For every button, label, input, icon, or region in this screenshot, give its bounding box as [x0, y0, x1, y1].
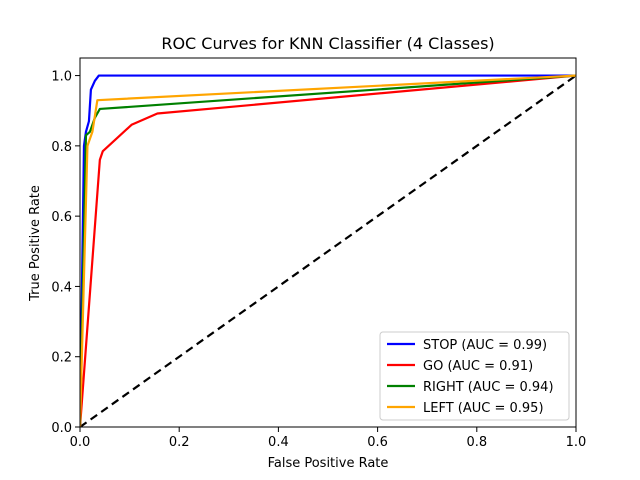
reference-diagonal-line: [80, 74, 576, 427]
series-line-go: [80, 74, 576, 427]
y-tick-label: 0.8: [51, 140, 72, 155]
chart-title: ROC Curves for KNN Classifier (4 Classes…: [161, 34, 494, 53]
series-line-stop: [80, 74, 576, 427]
y-tick-label: 1.0: [51, 70, 72, 85]
plot-area: [79, 57, 577, 428]
y-axis-label: True Positive Rate: [28, 185, 43, 302]
x-tick-label: 0.8: [466, 435, 487, 450]
y-tick-label: 0.6: [51, 210, 72, 225]
x-axis-label: False Positive Rate: [268, 456, 389, 471]
x-tick-label: 0.2: [169, 435, 190, 450]
y-tick-label: 0.2: [51, 351, 72, 366]
legend-label-left: LEFT (AUC = 0.95): [423, 401, 544, 416]
legend-label-stop: STOP (AUC = 0.99): [423, 338, 547, 353]
legend-box: [379, 331, 570, 421]
series-lines: [80, 74, 576, 427]
y-tick-label: 0.0: [51, 421, 72, 436]
y-tick-label: 0.4: [51, 280, 72, 295]
plot-frame: [79, 57, 577, 428]
legend: STOP (AUC = 0.99) GO (AUC = 0.91) RIGHT (A…: [379, 331, 570, 421]
x-tick-label: 0.4: [268, 435, 289, 450]
axis-ticks: 0.0 0.2 0.4 0.6 0.8 1.0 0.0 0.2 0.4 0.6 0.8 1.0: [51, 70, 586, 450]
x-tick-label: 1.0: [566, 435, 587, 450]
series-line-left: [80, 74, 576, 427]
legend-label-right: RIGHT (AUC = 0.94): [423, 380, 554, 395]
x-tick-label: 0.6: [367, 435, 388, 450]
x-tick-label: 0.0: [70, 435, 91, 450]
legend-label-go: GO (AUC = 0.91): [423, 359, 533, 374]
